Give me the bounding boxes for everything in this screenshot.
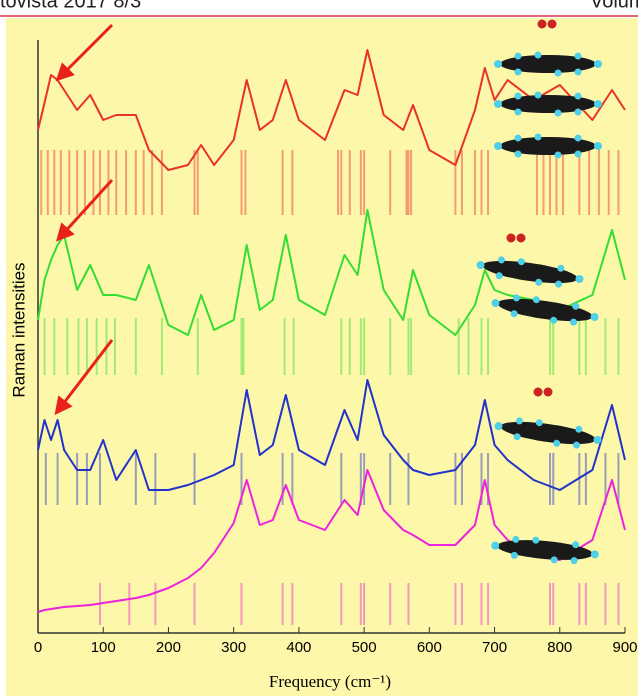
plot-background [6, 18, 638, 696]
x-tick-label: 700 [482, 639, 507, 656]
plot: 0 100 200 300 400 500 600 700 800 900 [34, 40, 638, 656]
x-axis-label: Frequency (cm⁻¹) [269, 672, 391, 691]
spectrum-line [37, 379, 626, 491]
x-tick-label: 800 [547, 639, 572, 656]
spectrum-line [37, 209, 626, 336]
x-tick-label: 300 [221, 639, 246, 656]
x-tick-label: 400 [286, 639, 311, 656]
x-tick-label: 500 [352, 639, 377, 656]
x-tick-label: 900 [612, 639, 637, 656]
header-left: tovista 2017 8/3 [0, 0, 141, 12]
x-tick-label: 200 [156, 639, 181, 656]
x-tick-label: 600 [417, 639, 442, 656]
spectrum-line [37, 49, 626, 171]
x-tick-label: 100 [91, 639, 116, 656]
arrows [54, 23, 114, 416]
x-tick-label: 0 [34, 639, 42, 656]
header-right: Volum [590, 0, 638, 12]
y-axis-label: Raman intensities [9, 262, 28, 397]
spectrum-line [37, 469, 626, 613]
